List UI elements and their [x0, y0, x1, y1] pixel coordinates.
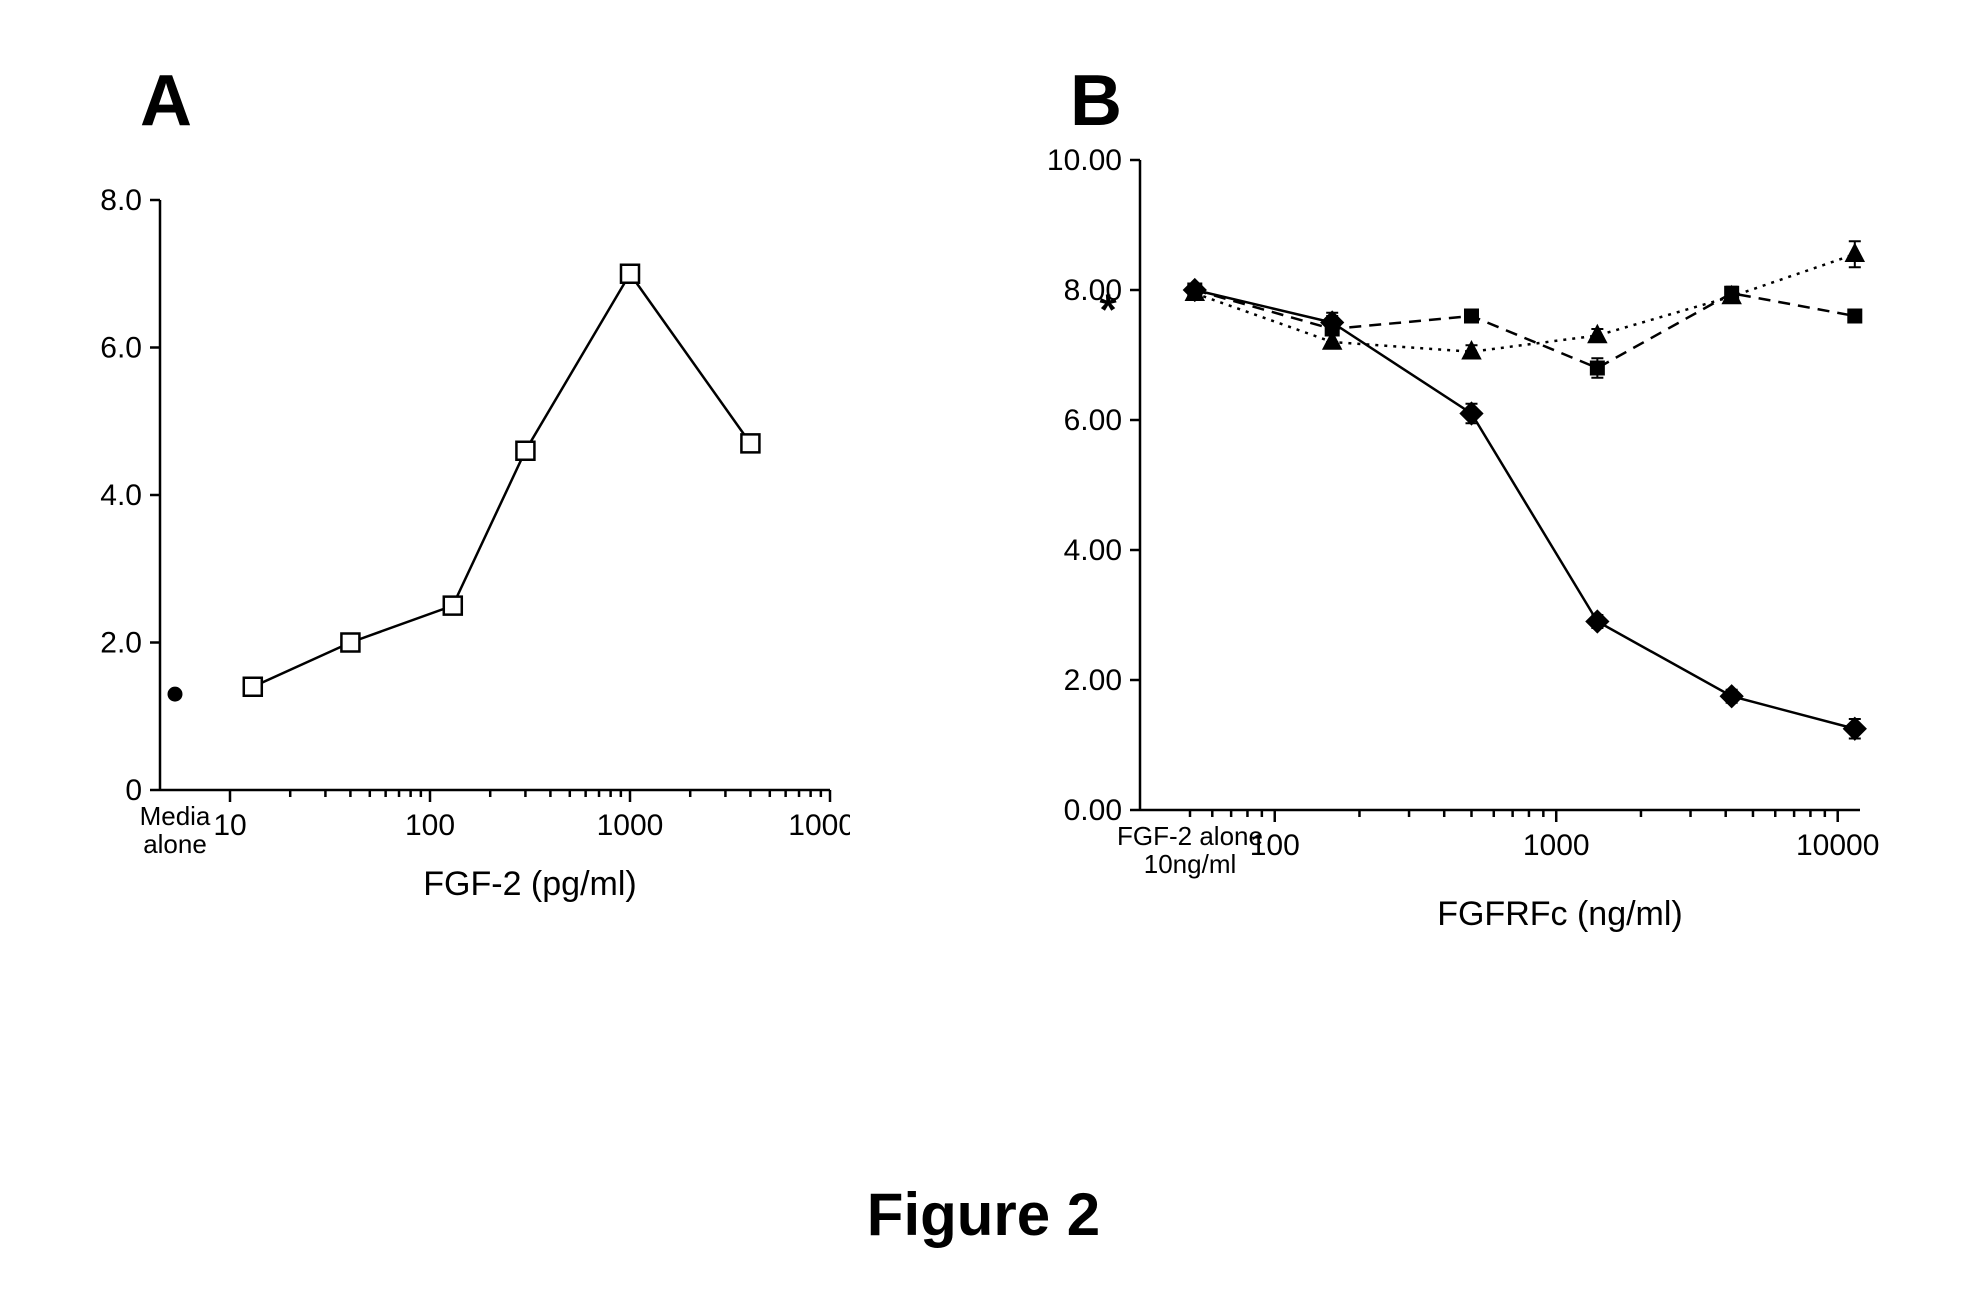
svg-text:1000: 1000 [597, 809, 664, 842]
svg-text:alone: alone [143, 829, 207, 859]
panel-a-label: A [140, 60, 192, 142]
chart-a: 02.04.06.08.010100100010000MediaaloneFGF… [50, 170, 850, 970]
figure-caption: Figure 2 [0, 1180, 1967, 1249]
svg-text:*: * [1099, 286, 1117, 335]
svg-text:8.0: 8.0 [100, 184, 142, 217]
svg-text:Media: Media [140, 801, 211, 831]
svg-text:100: 100 [405, 809, 455, 842]
svg-text:10: 10 [213, 809, 246, 842]
svg-text:10.00: 10.00 [1047, 144, 1122, 177]
svg-text:10000: 10000 [1796, 829, 1879, 862]
svg-text:10ng/ml: 10ng/ml [1144, 849, 1237, 879]
svg-text:6.0: 6.0 [100, 332, 142, 365]
svg-text:FGFRFc (ng/ml): FGFRFc (ng/ml) [1437, 895, 1683, 933]
svg-text:6.00: 6.00 [1064, 404, 1122, 437]
figure-container: A 02.04.06.08.010100100010000MediaaloneF… [0, 0, 1967, 1303]
svg-text:FGF-2 (pg/ml): FGF-2 (pg/ml) [423, 865, 636, 903]
svg-text:2.00: 2.00 [1064, 664, 1122, 697]
chart-a-wrapper: 02.04.06.08.010100100010000MediaaloneFGF… [50, 170, 850, 970]
svg-text:4.0: 4.0 [100, 479, 142, 512]
svg-text:0.00: 0.00 [1064, 794, 1122, 827]
svg-text:1000: 1000 [1523, 829, 1590, 862]
svg-text:4.00: 4.00 [1064, 534, 1122, 567]
svg-text:10000: 10000 [788, 809, 850, 842]
svg-text:FGF-2 alone: FGF-2 alone [1117, 821, 1263, 851]
chart-b-wrapper: 0.002.004.006.008.0010.00100100010000FGF… [990, 130, 1890, 1000]
chart-b: 0.002.004.006.008.0010.00100100010000FGF… [990, 130, 1890, 1000]
svg-text:2.0: 2.0 [100, 627, 142, 660]
